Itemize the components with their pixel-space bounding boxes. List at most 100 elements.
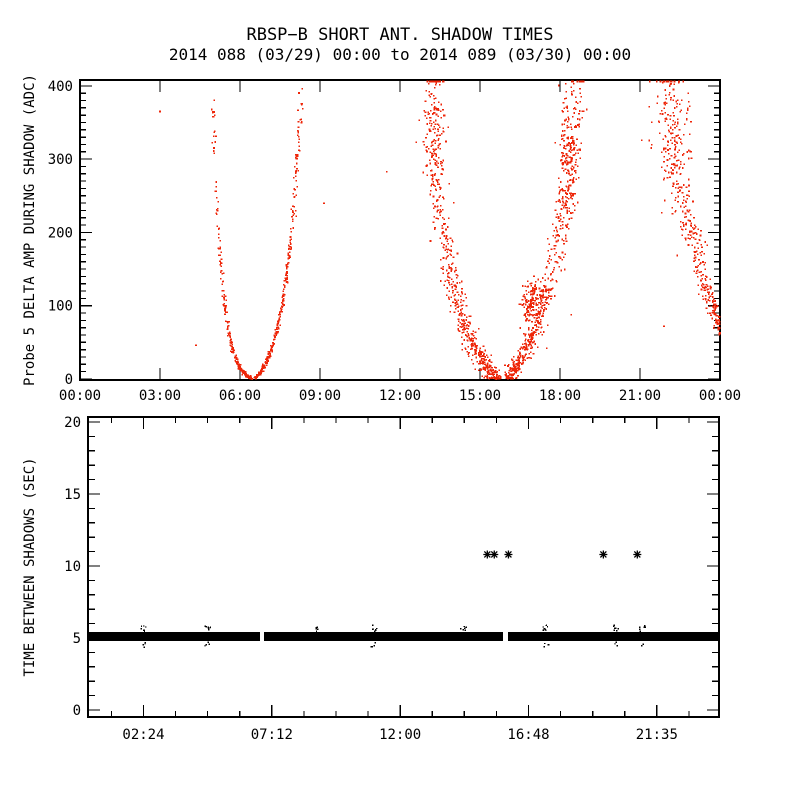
data-point — [567, 136, 570, 139]
data-point — [525, 353, 527, 355]
data-point — [470, 332, 472, 335]
data-point — [573, 126, 576, 128]
data-point — [681, 167, 684, 169]
data-point — [439, 237, 442, 240]
data-point — [496, 375, 498, 378]
data-point — [461, 292, 464, 294]
data-point — [218, 228, 220, 230]
data-point — [478, 350, 481, 353]
data-point — [563, 140, 565, 142]
data-point — [568, 150, 571, 152]
data-point — [429, 170, 432, 172]
x-tick-label: 02:24 — [122, 727, 164, 743]
data-point — [564, 162, 567, 164]
data-point — [528, 334, 531, 337]
data-point — [549, 255, 551, 257]
data-point — [521, 298, 524, 301]
data-point — [429, 116, 432, 119]
data-point — [484, 356, 487, 358]
data-point — [289, 236, 292, 238]
data-point — [570, 167, 573, 169]
data-point — [616, 629, 618, 632]
data-point — [709, 285, 712, 288]
data-point — [224, 309, 226, 312]
data-point — [442, 127, 445, 130]
data-point — [511, 369, 514, 372]
data-point — [483, 377, 486, 379]
data-point — [291, 215, 293, 218]
data-point — [448, 272, 450, 274]
data-point — [484, 349, 486, 352]
data-point — [213, 114, 216, 116]
data-point — [684, 205, 687, 208]
data-point — [440, 173, 442, 175]
data-point — [555, 281, 558, 283]
data-point — [450, 283, 453, 285]
data-point — [439, 211, 441, 214]
data-point — [443, 232, 445, 234]
data-point — [431, 170, 433, 172]
data-point — [677, 201, 679, 203]
data-point — [545, 301, 548, 304]
data-point — [433, 87, 436, 89]
data-point — [537, 306, 540, 309]
data-point — [657, 95, 659, 98]
data-point — [554, 253, 556, 256]
data-point — [565, 225, 568, 227]
data-point — [541, 315, 543, 318]
data-point — [486, 367, 489, 370]
data-point — [265, 360, 268, 362]
data-point — [228, 331, 231, 333]
data-point — [559, 212, 561, 215]
data-point — [426, 150, 428, 153]
data-point — [445, 257, 448, 260]
data-point — [664, 80, 666, 83]
data-point — [554, 227, 557, 229]
data-point — [548, 243, 550, 246]
data-point — [286, 274, 288, 277]
data-point — [220, 271, 222, 274]
data-point — [473, 334, 475, 337]
data-point — [512, 361, 515, 364]
data-point — [441, 224, 444, 227]
data-point — [215, 208, 218, 211]
data-point — [144, 641, 147, 644]
data-point — [544, 286, 546, 289]
data-point — [300, 121, 303, 123]
data-point — [669, 139, 672, 142]
data-point — [230, 350, 232, 353]
data-point — [523, 302, 525, 305]
data-point — [685, 194, 688, 196]
data-point — [459, 301, 462, 304]
data-point — [663, 103, 666, 105]
data-point — [286, 266, 288, 268]
data-point — [214, 190, 217, 192]
data-point — [250, 376, 252, 379]
data-point — [515, 369, 518, 371]
data-point — [466, 330, 469, 333]
data-point — [295, 179, 298, 182]
data-point — [424, 111, 427, 114]
data-point — [546, 237, 549, 240]
data-point — [569, 192, 571, 195]
data-point — [446, 279, 449, 282]
data-point — [437, 80, 440, 83]
data-point — [448, 183, 451, 185]
data-point — [648, 139, 651, 142]
data-point — [195, 344, 197, 347]
data-point — [660, 151, 663, 154]
data-point — [642, 643, 644, 646]
data-point — [484, 375, 487, 377]
data-point — [542, 629, 544, 631]
data-point — [229, 344, 232, 347]
data-point — [555, 251, 558, 254]
data-point — [487, 369, 489, 371]
data-point — [568, 198, 570, 200]
data-point — [297, 126, 300, 128]
data-point — [218, 233, 220, 236]
data-point — [208, 643, 211, 645]
data-point — [435, 113, 438, 116]
data-point — [299, 119, 302, 121]
data-point — [538, 294, 541, 296]
data-point — [432, 150, 435, 152]
